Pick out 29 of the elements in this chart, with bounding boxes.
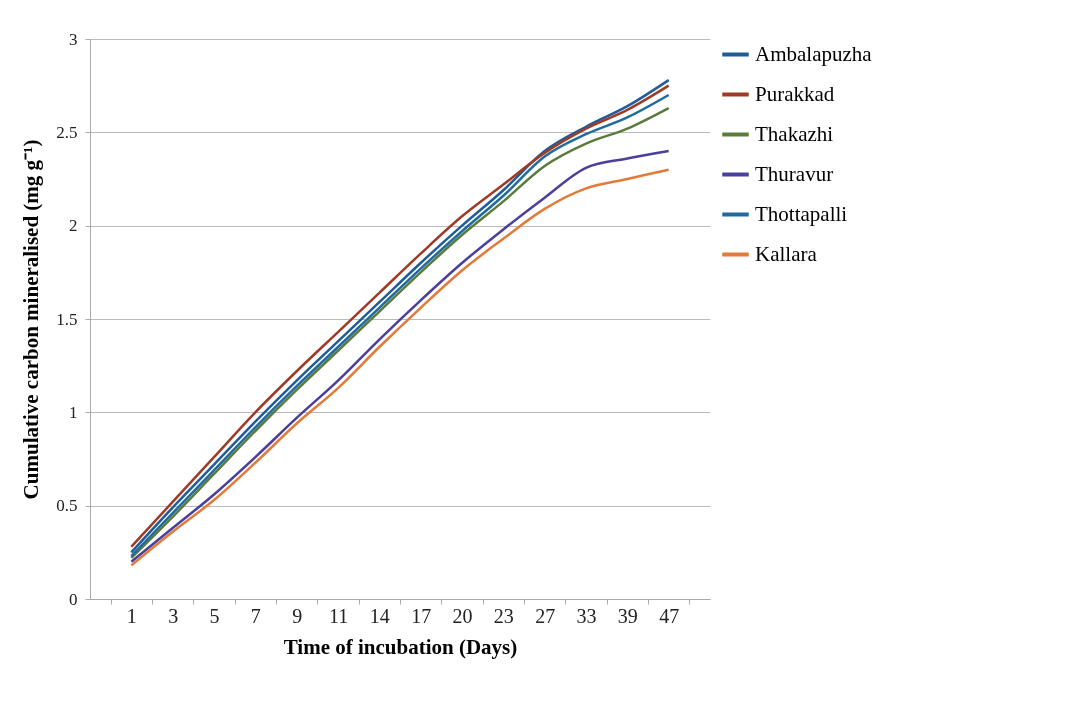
x-tick-label: 9	[292, 604, 303, 627]
legend-label: Purakkad	[755, 81, 835, 106]
x-axis-title: Time of incubation (Days)	[283, 634, 518, 659]
y-axis-title: Cumulative carbon mineralised (mg g⁻¹)	[19, 139, 44, 500]
legend-label: Thakazhi	[755, 121, 834, 146]
y-tick-label: 2.5	[56, 122, 78, 142]
x-tick-label: 1	[126, 604, 137, 627]
y-tick-label: 1	[69, 402, 78, 422]
x-tick-label: 47	[659, 604, 680, 627]
y-tick-label: 1.5	[56, 309, 78, 329]
x-tick-label: 14	[369, 604, 390, 627]
x-tick-label: 11	[328, 604, 349, 627]
x-tick-label: 27	[535, 604, 556, 627]
y-tick-label: 2	[69, 216, 78, 236]
y-tick-label: 3	[69, 29, 78, 49]
y-tick-label: 0	[69, 589, 78, 609]
x-tick-label: 3	[168, 604, 179, 627]
y-tick-label: 0.5	[56, 496, 78, 516]
x-tick-label: 17	[411, 604, 432, 627]
legend-label: Ambalapuzha	[755, 41, 873, 66]
x-tick-label: 5	[209, 604, 220, 627]
legend-label: Thottapalli	[755, 201, 848, 226]
x-tick-label: 39	[617, 604, 638, 627]
legend-label: Kallara	[755, 241, 818, 266]
x-tick-label: 20	[452, 604, 473, 627]
x-tick-label: 33	[576, 604, 597, 627]
x-tick-label: 23	[493, 604, 514, 627]
x-tick-label: 7	[250, 604, 261, 627]
legend-label: Thuravur	[755, 161, 834, 186]
